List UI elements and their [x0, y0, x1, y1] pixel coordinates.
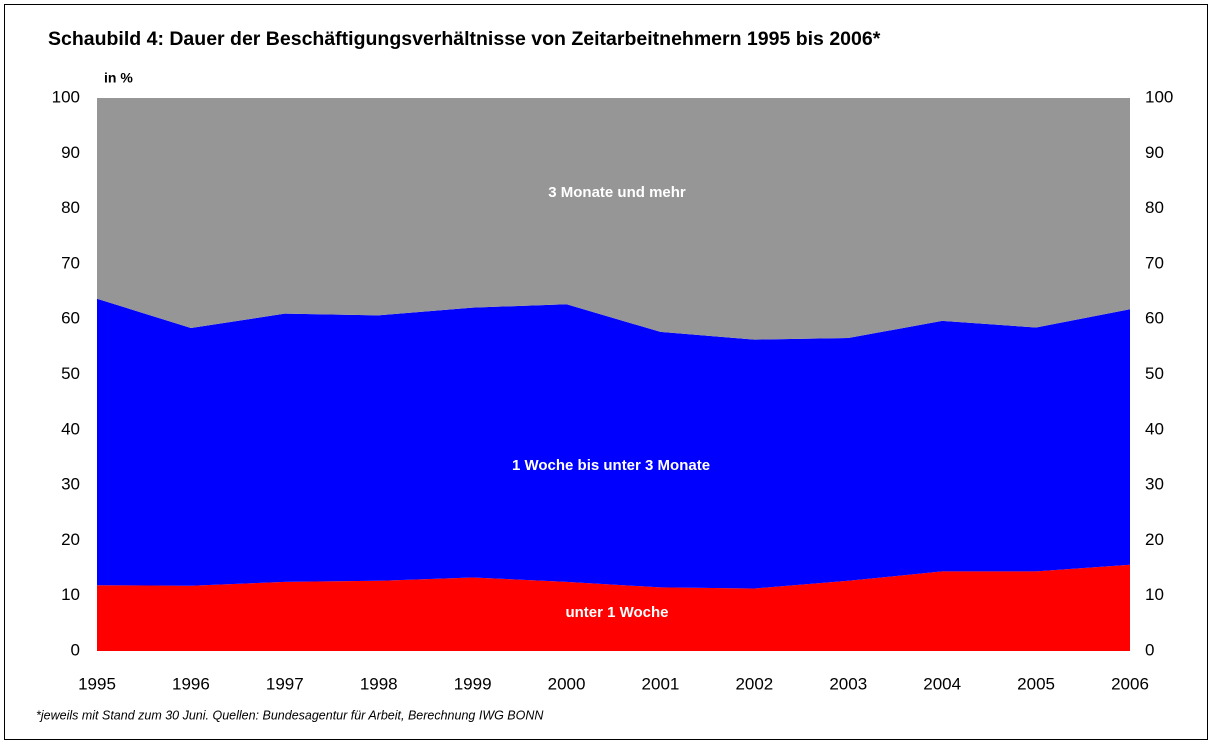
- y2-tick-label: 40: [1145, 419, 1164, 438]
- area: [97, 298, 1130, 589]
- x-tick-label: 2005: [1017, 674, 1055, 693]
- y-tick-label: 50: [61, 364, 80, 383]
- x-tick-label: 2004: [923, 674, 961, 693]
- x-tick-label: 2006: [1111, 674, 1149, 693]
- y2-tick-label: 30: [1145, 475, 1164, 494]
- y2-tick-label: 90: [1145, 143, 1164, 162]
- x-tick-label: 1996: [172, 674, 210, 693]
- x-tick-label: 2002: [735, 674, 773, 693]
- series-label: 1 Woche bis unter 3 Monate: [512, 457, 710, 474]
- x-tick-label: 1997: [266, 674, 304, 693]
- x-tick-label: 2003: [829, 674, 867, 693]
- series-label: 3 Monate und mehr: [548, 184, 686, 201]
- x-tick-label: 2000: [548, 674, 586, 693]
- y-tick-label: 80: [61, 198, 80, 217]
- y-tick-label: 90: [61, 143, 80, 162]
- y-tick-label: 20: [61, 530, 80, 549]
- y-axis-label: in %: [104, 70, 133, 86]
- y-tick-label: 100: [52, 87, 80, 106]
- y2-tick-label: 50: [1145, 364, 1164, 383]
- x-tick-label: 2001: [642, 674, 680, 693]
- y2-tick-label: 100: [1145, 87, 1173, 106]
- y2-tick-label: 70: [1145, 253, 1164, 272]
- y-tick-label: 30: [61, 475, 80, 494]
- y-tick-label: 10: [61, 585, 80, 604]
- y2-tick-label: 0: [1145, 640, 1154, 659]
- area: [97, 98, 1130, 340]
- y2-tick-label: 10: [1145, 585, 1164, 604]
- x-tick-label: 1999: [454, 674, 492, 693]
- area: [97, 564, 1130, 651]
- y-tick-label: 70: [61, 253, 80, 272]
- y-tick-label: 40: [61, 419, 80, 438]
- x-tick-label: 1998: [360, 674, 398, 693]
- x-tick-label: 1995: [78, 674, 116, 693]
- y-tick-label: 60: [61, 309, 80, 328]
- y2-tick-label: 80: [1145, 198, 1164, 217]
- y2-tick-label: 60: [1145, 309, 1164, 328]
- footnote: *jeweils mit Stand zum 30 Juni. Quellen:…: [36, 708, 544, 722]
- series-label: unter 1 Woche: [565, 604, 668, 621]
- y-tick-label: 0: [71, 640, 80, 659]
- chart-title: Schaubild 4: Dauer der Beschäftigungsver…: [48, 28, 881, 50]
- y2-tick-label: 20: [1145, 530, 1164, 549]
